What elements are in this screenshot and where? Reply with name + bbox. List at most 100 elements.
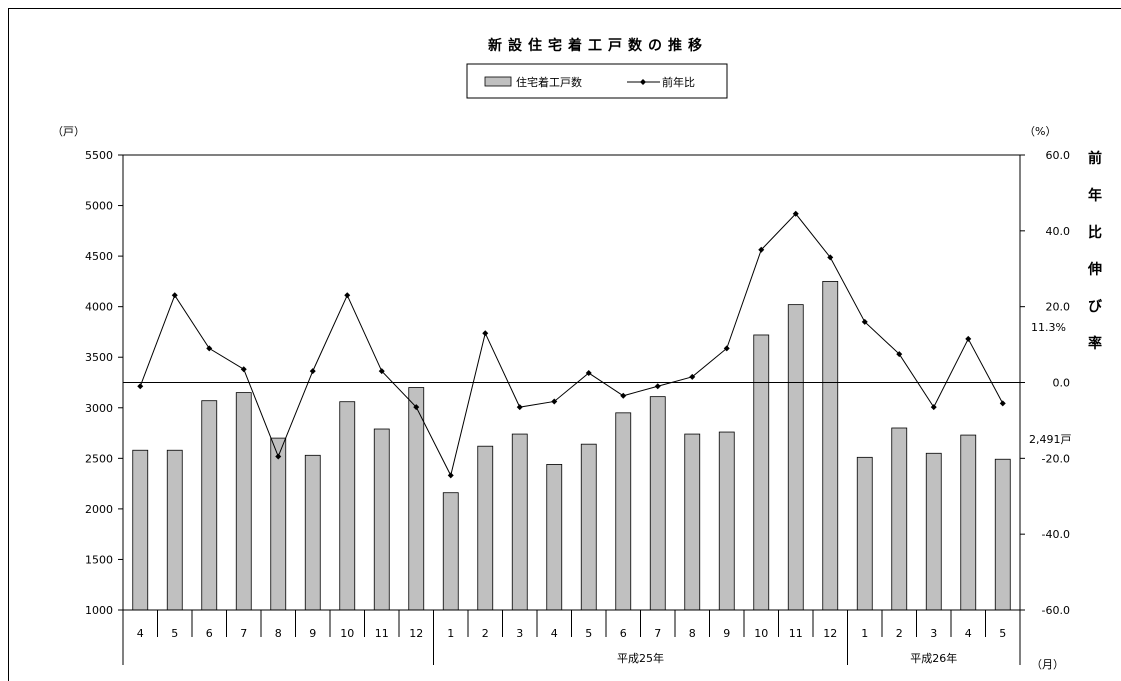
y-right-tick-label: 40.0: [1046, 225, 1071, 238]
bar: [960, 434, 977, 611]
bar: [787, 304, 804, 611]
line-point: [896, 351, 903, 358]
y-left-tick-label: 1000: [85, 604, 113, 617]
x-tick-label: 1: [447, 627, 454, 640]
line-point: [413, 404, 420, 411]
bar: [408, 387, 425, 611]
bar: [132, 449, 149, 611]
bar: [270, 437, 287, 611]
y-right-side-label-char: 伸: [1087, 261, 1102, 278]
x-tick-label: 4: [551, 627, 558, 640]
x-tick-label: 10: [340, 627, 354, 640]
bar: [442, 492, 459, 611]
x-tick-label: 3: [516, 627, 523, 640]
x-tick-label: 5: [999, 627, 1006, 640]
bar: [891, 427, 908, 611]
x-tick-label: 7: [654, 627, 661, 640]
line-point: [999, 400, 1006, 407]
legend: 住宅着工戸数 前年比: [466, 63, 728, 99]
y-left-tick-label: 5500: [85, 149, 113, 162]
line-point: [723, 345, 730, 352]
chart-frame: [8, 8, 1121, 681]
y-left-tick-label: 2500: [85, 452, 113, 465]
bar: [684, 433, 701, 611]
bar: [615, 412, 632, 611]
chart-title: 新設住宅着工戸数の推移: [488, 37, 708, 54]
x-tick-label: 8: [275, 627, 282, 640]
bar: [856, 456, 873, 611]
bar: [753, 334, 770, 611]
line-point: [792, 210, 799, 217]
bar: [235, 392, 252, 611]
last-pct-annotation: 11.3%: [1031, 321, 1066, 334]
y-right-side-label-char: び: [1088, 299, 1103, 315]
line-point: [482, 330, 489, 337]
line-point: [930, 404, 937, 411]
plot-area: 1000 1500 2000 2500 3000 3500 4000 4500 5000 5500…: [85, 149, 1103, 665]
line-point: [240, 366, 247, 373]
line-point: [827, 254, 834, 261]
y-left-axis-label: （戸）: [52, 125, 85, 138]
bar: [166, 449, 183, 611]
bar: [822, 280, 839, 611]
y-right-tick-label: 0.0: [1053, 377, 1071, 390]
x-tick-label: 12: [823, 627, 837, 640]
x-tick-label: 7: [240, 627, 247, 640]
line-point: [654, 383, 661, 390]
y-left-tick-label: 2000: [85, 503, 113, 516]
x-tick-label: 9: [723, 627, 730, 640]
x-tick-label: 11: [789, 627, 803, 640]
x-tick-label: 5: [171, 627, 178, 640]
legend-line-marker: [640, 79, 646, 85]
y-right-tick-label: -40.0: [1042, 528, 1070, 541]
y-left-tick-label: 4500: [85, 250, 113, 263]
x-tick-label: 12: [409, 627, 423, 640]
y-right-side-label-char: 率: [1088, 335, 1102, 352]
line-point: [344, 292, 351, 299]
legend-bar-swatch: [484, 76, 512, 87]
x-tick-label: 10: [754, 627, 768, 640]
bar: [477, 445, 494, 611]
x-tick-label: 6: [206, 627, 213, 640]
line-point: [137, 383, 144, 390]
line-point: [585, 370, 592, 377]
bar: [339, 401, 356, 611]
y-left-tick-label: 1500: [85, 553, 113, 566]
line-point: [965, 335, 972, 342]
x-tick-label: 4: [965, 627, 972, 640]
y-right-side-label-char: 比: [1088, 224, 1102, 241]
legend-bar-label: 住宅着工戸数: [516, 75, 582, 89]
line-point: [689, 373, 696, 380]
line-series-path: [139, 213, 1004, 477]
line-point: [620, 392, 627, 399]
y-left-tick-label: 3500: [85, 351, 113, 364]
y-right-tick-label: -20.0: [1042, 452, 1070, 465]
y-right-side-label-char: 年: [1088, 187, 1102, 204]
line-point: [758, 246, 765, 253]
x-tick-label: 2: [896, 627, 903, 640]
last-units-annotation: 2,491戸: [1029, 433, 1072, 446]
year-group-label: 平成26年: [910, 651, 957, 665]
bar: [718, 431, 735, 611]
y-right-tick-label: 20.0: [1046, 301, 1071, 314]
y-left-tick-label: 5000: [85, 200, 113, 213]
line-point: [171, 292, 178, 299]
bar: [994, 458, 1011, 611]
x-unit-label: （月）: [1031, 658, 1064, 671]
bar: [649, 396, 666, 611]
bar: [546, 463, 563, 611]
y-left-tick-label: 4000: [85, 301, 113, 314]
line-point: [275, 453, 282, 460]
x-tick-label: 11: [375, 627, 389, 640]
line-point: [447, 472, 454, 479]
bar: [925, 452, 942, 611]
bar: [201, 400, 218, 611]
line-point: [551, 398, 558, 405]
legend-line-label: 前年比: [662, 75, 695, 89]
year-group-label: 平成25年: [617, 651, 664, 665]
line-point: [309, 368, 316, 375]
x-tick-label: 1: [861, 627, 868, 640]
line-point: [206, 345, 213, 352]
x-tick-label: 4: [137, 627, 144, 640]
